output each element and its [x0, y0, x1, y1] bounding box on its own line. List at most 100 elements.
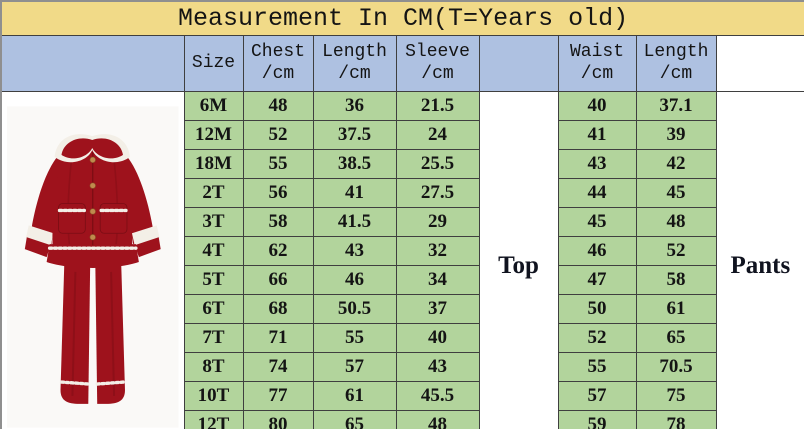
chest-cell: 62: [242, 236, 314, 266]
waist-cell: 46: [557, 236, 637, 266]
column-header-waist: Waist /cm: [557, 35, 637, 92]
sleeve-cell: 43: [395, 352, 480, 382]
waist-cell: 47: [557, 265, 637, 295]
pants-length-cell: 75: [635, 381, 717, 411]
header-spacer-pants: [715, 35, 804, 92]
table-row: 10T 77 61 45.5 57 75: [1, 381, 804, 411]
length-cell: 38.5: [312, 149, 397, 179]
page-title: Measurement In CM(T=Years old): [0, 0, 804, 36]
size-cell: 12M: [183, 120, 244, 150]
table-row: 8T 74 57 43 55 70.5: [1, 352, 804, 382]
header-row: Size Chest /cm Length /cm Sleeve /cm Wai…: [0, 35, 804, 92]
table-row: 6M 48 36 21.5 Top 40 37.1 Pants: [0, 91, 804, 429]
chest-cell: 68: [242, 294, 314, 324]
size-cell: 3T: [183, 207, 244, 237]
sleeve-cell: 21.5: [395, 91, 480, 121]
length-cell: 37.5: [312, 120, 397, 150]
pants-length-cell: 45: [635, 178, 717, 208]
pants-length-cell: 48: [635, 207, 717, 237]
waist-cell: 44: [557, 178, 637, 208]
size-cell: 6T: [183, 294, 244, 324]
waist-cell: 45: [557, 207, 637, 237]
table-row: 12M 52 37.5 24 41 39: [1, 120, 804, 150]
chest-cell: 52: [242, 120, 314, 150]
column-header-chest: Chest /cm: [242, 35, 314, 92]
title-row: Measurement In CM(T=Years old): [0, 0, 804, 36]
table-row: 4T 62 43 32 46 52: [1, 236, 804, 266]
size-cell: 18M: [183, 149, 244, 179]
length-cell: 36: [312, 91, 397, 121]
sleeve-cell: 40: [395, 323, 480, 353]
pants-length-cell: 39: [635, 120, 717, 150]
length-cell: 57: [312, 352, 397, 382]
column-header-length: Length /cm: [312, 35, 397, 92]
column-header-pants-length: Length /cm: [635, 35, 717, 92]
length-cell: 50.5: [312, 294, 397, 324]
waist-cell: 50: [557, 294, 637, 324]
pants-length-cell: 42: [635, 149, 717, 179]
sleeve-cell: 29: [395, 207, 480, 237]
size-cell: 2T: [183, 178, 244, 208]
pants-length-cell: 37.1: [635, 91, 717, 121]
product-photo-cell: [0, 91, 185, 429]
table-row: 6T 68 50.5 37 50 61: [1, 294, 804, 324]
waist-cell: 40: [557, 91, 637, 121]
sleeve-cell: 32: [395, 236, 480, 266]
chest-cell: 66: [242, 265, 314, 295]
length-cell: 41: [312, 178, 397, 208]
table-row: 7T 71 55 40 52 65: [1, 323, 804, 353]
red-pajamas-illustration: [6, 106, 179, 428]
table-row: 18M 55 38.5 25.5 43 42: [1, 149, 804, 179]
length-cell: 55: [312, 323, 397, 353]
table-row: 12T 80 65 48 59 78: [1, 410, 804, 429]
size-cell: 5T: [183, 265, 244, 295]
chest-cell: 77: [242, 381, 314, 411]
waist-cell: 57: [557, 381, 637, 411]
chest-cell: 80: [242, 410, 314, 429]
header-spacer-top: [478, 35, 559, 92]
length-cell: 46: [312, 265, 397, 295]
sleeve-cell: 34: [395, 265, 480, 295]
length-cell: 43: [312, 236, 397, 266]
pants-length-cell: 61: [635, 294, 717, 324]
chest-cell: 56: [242, 178, 314, 208]
length-cell: 61: [312, 381, 397, 411]
size-cell: 8T: [183, 352, 244, 382]
size-cell: 10T: [183, 381, 244, 411]
pants-length-cell: 52: [635, 236, 717, 266]
pants-length-cell: 65: [635, 323, 717, 353]
size-cell: 4T: [183, 236, 244, 266]
chest-cell: 58: [242, 207, 314, 237]
chest-cell: 71: [242, 323, 314, 353]
chest-cell: 48: [242, 91, 314, 121]
chest-cell: 74: [242, 352, 314, 382]
waist-cell: 41: [557, 120, 637, 150]
column-header-size: Size: [183, 35, 244, 92]
size-cell: 12T: [183, 410, 244, 429]
sleeve-cell: 48: [395, 410, 480, 429]
sleeve-cell: 27.5: [395, 178, 480, 208]
pants-length-cell: 70.5: [635, 352, 717, 382]
pants-length-cell: 58: [635, 265, 717, 295]
sleeve-cell: 37: [395, 294, 480, 324]
table-row: 2T 56 41 27.5 44 45: [1, 178, 804, 208]
pants-length-cell: 78: [635, 410, 717, 429]
sleeve-cell: 45.5: [395, 381, 480, 411]
chest-cell: 55: [242, 149, 314, 179]
waist-cell: 52: [557, 323, 637, 353]
sleeve-cell: 25.5: [395, 149, 480, 179]
length-cell: 41.5: [312, 207, 397, 237]
size-cell: 6M: [183, 91, 244, 121]
group-label-top: Top: [478, 91, 559, 429]
waist-cell: 59: [557, 410, 637, 429]
header-spacer-photo: [0, 35, 185, 92]
table-row: 5T 66 46 34 47 58: [1, 265, 804, 295]
group-label-pants: Pants: [715, 91, 804, 429]
length-cell: 65: [312, 410, 397, 429]
column-header-sleeve: Sleeve /cm: [395, 35, 480, 92]
sleeve-cell: 24: [395, 120, 480, 150]
waist-cell: 55: [557, 352, 637, 382]
waist-cell: 43: [557, 149, 637, 179]
